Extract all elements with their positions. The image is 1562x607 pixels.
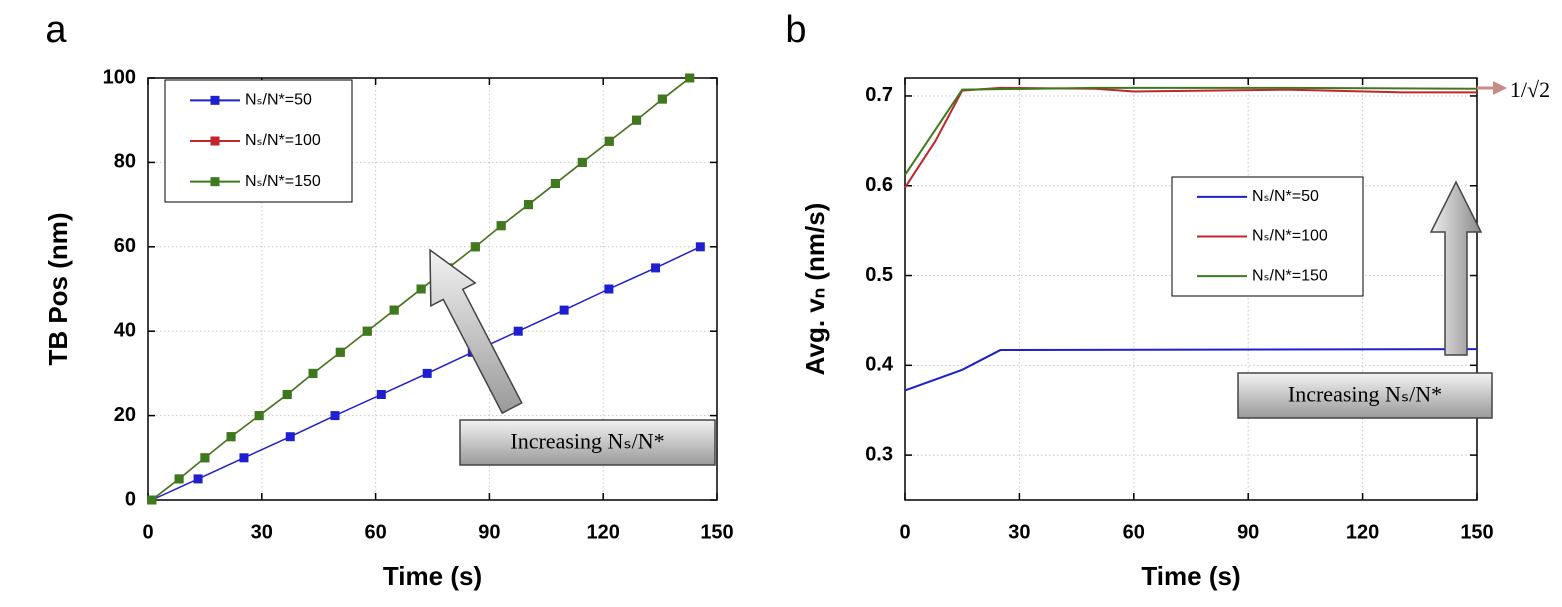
y-tick-label: 0.7 bbox=[865, 84, 893, 106]
marker bbox=[308, 368, 318, 378]
marker bbox=[513, 326, 523, 336]
marker bbox=[200, 453, 210, 463]
plot-frame bbox=[904, 77, 1478, 501]
annotation: Increasing Nₛ/N* bbox=[510, 429, 664, 454]
marker bbox=[147, 495, 157, 505]
marker bbox=[604, 284, 614, 294]
x-tick-label: 0 bbox=[142, 521, 153, 543]
marker bbox=[335, 347, 345, 357]
marker bbox=[559, 305, 569, 315]
reference-arrowhead bbox=[1493, 81, 1507, 95]
y-axis-label: Avg. vₙ (nm/s) bbox=[800, 203, 830, 376]
marker bbox=[362, 326, 372, 336]
x-tick-label: 60 bbox=[1123, 521, 1145, 543]
arrow bbox=[429, 248, 523, 415]
y-tick-label: 40 bbox=[114, 319, 136, 341]
x-tick-label: 120 bbox=[587, 521, 620, 543]
x-tick-label: 30 bbox=[251, 521, 273, 543]
x-tick-label: 90 bbox=[478, 521, 500, 543]
y-axis-label: TB Pos (nm) bbox=[43, 212, 73, 365]
y-tick-label: 0.6 bbox=[865, 174, 893, 196]
marker bbox=[376, 390, 386, 399]
y-tick-label: 0 bbox=[125, 488, 136, 510]
legend-marker bbox=[210, 136, 220, 146]
marker bbox=[285, 432, 295, 442]
marker bbox=[226, 432, 236, 442]
y-tick-label: 80 bbox=[114, 151, 136, 173]
marker bbox=[174, 474, 184, 484]
y-tick-label: 60 bbox=[114, 235, 136, 257]
annotation-box bbox=[1237, 372, 1493, 419]
y-tick-label: 20 bbox=[114, 404, 136, 426]
legend-label: Nₛ/N*=150 bbox=[245, 173, 321, 190]
x-tick-label: 120 bbox=[1346, 521, 1379, 543]
x-tick-label: 0 bbox=[899, 521, 910, 543]
legend-marker bbox=[210, 177, 220, 187]
marker bbox=[470, 242, 480, 252]
legend-label: Nₛ/N*=150 bbox=[1252, 267, 1328, 284]
x-tick-label: 30 bbox=[1008, 521, 1030, 543]
marker bbox=[651, 263, 661, 273]
y-tick-label: 0.5 bbox=[865, 264, 893, 286]
plot-frame bbox=[147, 77, 718, 501]
legend-marker bbox=[210, 95, 220, 105]
annotation: Increasing Nₛ/N* bbox=[1288, 382, 1442, 407]
y-tick-label: 0.4 bbox=[865, 354, 894, 376]
marker bbox=[282, 390, 292, 399]
annotation-box bbox=[459, 419, 716, 466]
marker bbox=[685, 73, 695, 83]
arrow bbox=[1429, 180, 1483, 356]
panel-label: a bbox=[45, 9, 67, 51]
legend-label: Nₛ/N*=50 bbox=[245, 92, 312, 109]
marker bbox=[695, 242, 705, 252]
marker bbox=[416, 284, 426, 294]
x-axis-label: Time (s) bbox=[383, 561, 482, 591]
marker bbox=[632, 115, 642, 125]
series-line bbox=[904, 86, 1477, 189]
x-tick-label: 60 bbox=[364, 521, 386, 543]
marker bbox=[496, 221, 506, 231]
marker bbox=[604, 136, 614, 146]
x-tick-label: 150 bbox=[1460, 521, 1493, 543]
marker bbox=[422, 368, 432, 378]
x-tick-label: 150 bbox=[700, 521, 733, 543]
marker bbox=[523, 200, 533, 210]
legend-label: Nₛ/N*=100 bbox=[1252, 228, 1328, 245]
y-tick-label: 100 bbox=[103, 66, 136, 88]
marker bbox=[577, 157, 587, 167]
marker bbox=[193, 474, 203, 484]
x-axis-label: Time (s) bbox=[1141, 561, 1240, 591]
legend-label: Nₛ/N*=50 bbox=[1252, 188, 1319, 205]
x-tick-label: 90 bbox=[1237, 521, 1259, 543]
panel-label: b bbox=[785, 9, 806, 51]
reference-label: 1/√2 bbox=[1510, 77, 1550, 102]
marker bbox=[254, 411, 264, 421]
series-line bbox=[904, 348, 1478, 392]
marker bbox=[657, 94, 667, 104]
marker bbox=[330, 411, 340, 421]
marker bbox=[550, 179, 560, 188]
marker bbox=[239, 453, 249, 463]
marker bbox=[389, 305, 399, 315]
legend-label: Nₛ/N*=100 bbox=[245, 132, 321, 149]
series-line bbox=[904, 86, 1478, 176]
y-tick-label: 0.3 bbox=[865, 443, 893, 465]
